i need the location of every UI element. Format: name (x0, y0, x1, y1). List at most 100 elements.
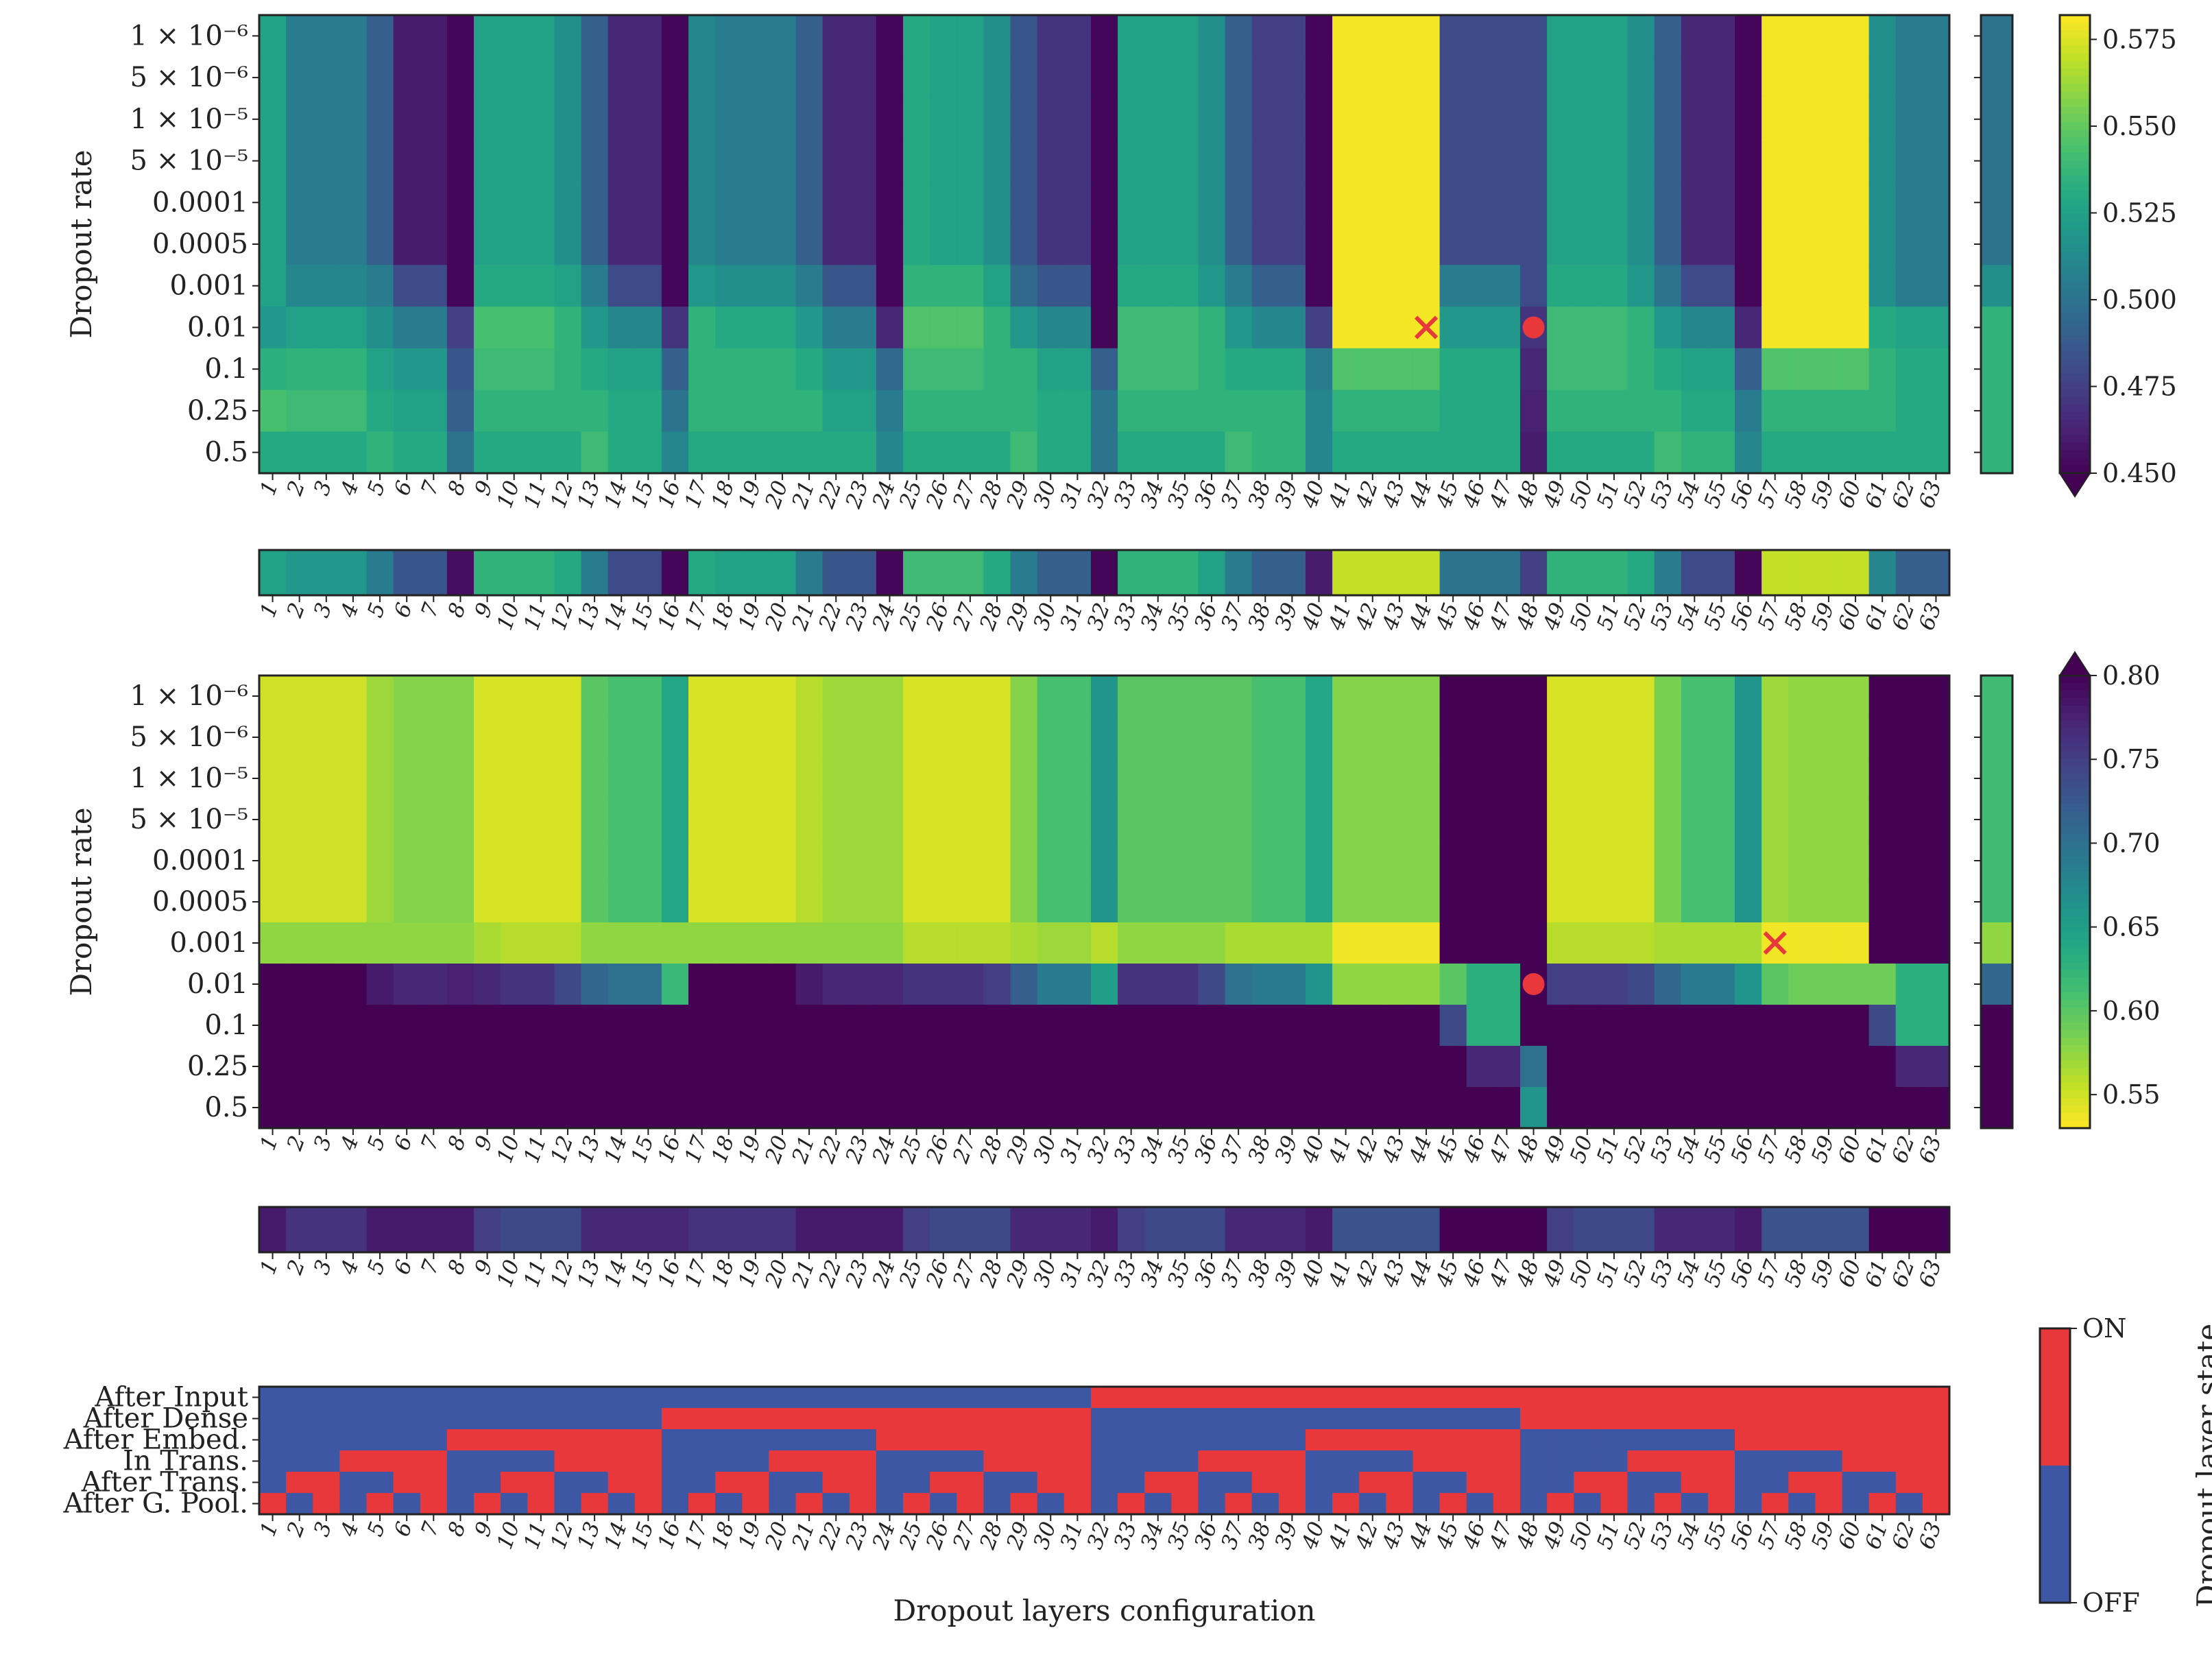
pearson-cell (474, 181, 501, 224)
rmse-cell (581, 799, 609, 841)
pearson-xtick-label: 18 (707, 477, 739, 511)
pearson-cell (930, 98, 957, 141)
rmse-cell (1090, 1005, 1118, 1047)
layer-state-xtick-label: 57 (1753, 1518, 1786, 1553)
rmse-cell (1600, 922, 1628, 964)
layer-state-cell (688, 1472, 716, 1494)
pearson-cell (1010, 307, 1038, 349)
layer-state-cell (1734, 1472, 1762, 1494)
layer-state-xtick-label: 42 (1351, 1518, 1384, 1553)
pearson-cell (1815, 56, 1843, 99)
rmse-ytick-label: 1 × 10⁻⁵ (130, 763, 248, 794)
pearson-cell (957, 98, 985, 141)
rmse-cell (1734, 964, 1762, 1005)
rmse-cell (259, 676, 287, 717)
layer-state-cell (1359, 1387, 1386, 1409)
rmse-cell (1305, 717, 1333, 758)
pearson-colorbar-segment (2060, 15, 2090, 23)
layer-state-cell (313, 1472, 340, 1494)
rmse-cell (688, 1005, 716, 1047)
rmse-cell (446, 840, 474, 882)
rmse-cell (1439, 964, 1467, 1005)
pearson-summary-cell (1734, 550, 1762, 595)
pearson-cell (1734, 390, 1762, 432)
layer-state-cell (1600, 1387, 1628, 1409)
layer-state-cell (366, 1387, 394, 1409)
rmse-cell (876, 717, 904, 758)
pearson-cell (1842, 56, 1870, 99)
layer-state-cell (1090, 1493, 1118, 1515)
pearson-cell (474, 223, 501, 265)
pearson-cell (1332, 307, 1360, 349)
rmse-cell (1063, 1087, 1092, 1129)
pearson-cell (876, 181, 904, 224)
layer-state-cell (661, 1493, 689, 1515)
rmse-summary-cell (688, 1207, 716, 1252)
rmse-cell (957, 881, 985, 923)
pearson-cell (930, 348, 957, 391)
pearson-cell (1332, 265, 1360, 307)
pearson-cell (1278, 98, 1306, 141)
layer-state-cell (581, 1429, 609, 1451)
layer-state-cell (1010, 1493, 1038, 1515)
pearson-cell (286, 56, 313, 99)
layer-state-cell (1412, 1387, 1441, 1409)
layer-state-cell (1547, 1472, 1574, 1494)
pearson-cell (339, 140, 368, 182)
pearson-cell (554, 390, 582, 432)
pearson-cell (1359, 181, 1386, 224)
rmse-cell (420, 1046, 448, 1088)
pearson-summary-xtick-label: 40 (1297, 599, 1330, 634)
pearson-cell (957, 140, 985, 182)
layer-state-cell (1037, 1472, 1065, 1494)
layer-state-cell (446, 1408, 474, 1430)
pearson-colorbar-segment (2060, 328, 2090, 337)
rmse-cell (1439, 1087, 1467, 1129)
rmse-cell (1386, 1087, 1414, 1129)
pearson-cell (527, 431, 555, 474)
layer-state-cell (286, 1472, 313, 1494)
rmse-cell (1519, 881, 1548, 923)
layer-state-xtick-label: 53 (1646, 1518, 1678, 1552)
rmse-summary-xtick-label: 35 (1163, 1256, 1195, 1290)
rmse-side-cell (1981, 676, 2012, 717)
pearson-cell (1225, 307, 1253, 349)
rmse-cell (1063, 881, 1092, 923)
pearson-cell (742, 15, 770, 58)
rmse-cell (1842, 717, 1870, 758)
pearson-summary-xtick-label: 5 (363, 599, 391, 621)
layer-state-cell (1868, 1429, 1897, 1451)
pearson-cell (581, 390, 609, 432)
pearson-summary-cell (1225, 550, 1253, 595)
rmse-cell (1063, 1005, 1092, 1047)
pearson-cell (1359, 15, 1386, 58)
pearson-cell (1574, 98, 1601, 141)
layer-state-cell (1144, 1450, 1172, 1472)
rmse-cell (903, 799, 930, 841)
layer-state-cell (1681, 1408, 1709, 1430)
pearson-cell (608, 98, 636, 141)
rmse-cell (259, 1087, 287, 1129)
layer-state-xtick-label: 13 (573, 1518, 605, 1552)
layer-state-cell (259, 1493, 287, 1515)
pearson-summary-xtick-label: 57 (1753, 599, 1786, 634)
pearson-cell (313, 348, 340, 391)
rmse-cell (1198, 922, 1226, 964)
rmse-summary-cell (1493, 1207, 1521, 1252)
pearson-xtick-label: 31 (1056, 477, 1088, 511)
rmse-cell (393, 1005, 421, 1047)
rmse-cell (259, 881, 287, 923)
pearson-cell (339, 56, 368, 99)
rmse-cell (1037, 922, 1065, 964)
pearson-cell (393, 223, 421, 265)
pearson-cell (259, 390, 287, 432)
layer-state-cell (1278, 1450, 1306, 1472)
rmse-cell (1010, 922, 1038, 964)
pearson-xtick-label: 56 (1727, 477, 1759, 511)
rmse-side-cell (1981, 881, 2012, 923)
layer-state-cell (608, 1429, 636, 1451)
rmse-colorbar-tick-label: 0.80 (2102, 660, 2161, 691)
layer-state-cell (393, 1450, 421, 1472)
pearson-cell (1547, 15, 1574, 58)
pearson-cell (286, 98, 313, 141)
